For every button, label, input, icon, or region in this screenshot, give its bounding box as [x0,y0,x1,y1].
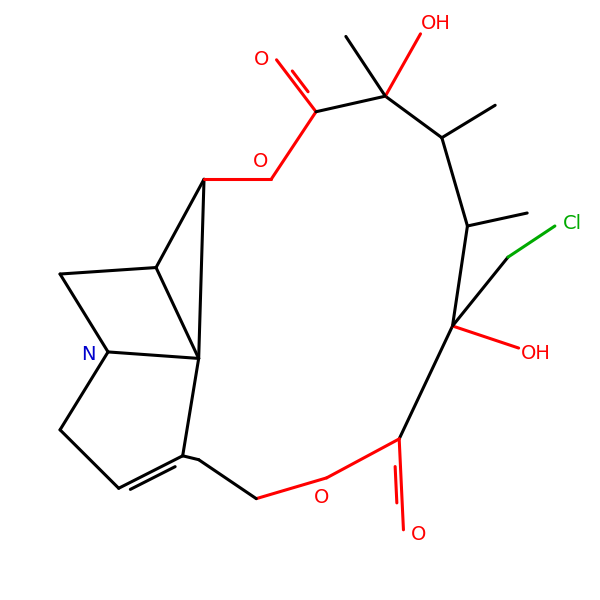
Text: Cl: Cl [562,214,581,233]
Text: O: O [254,50,269,70]
Text: N: N [82,345,96,364]
Text: O: O [253,152,268,170]
Text: OH: OH [521,344,551,363]
Text: O: O [410,526,426,544]
Text: O: O [314,488,329,507]
Text: OH: OH [421,14,451,33]
